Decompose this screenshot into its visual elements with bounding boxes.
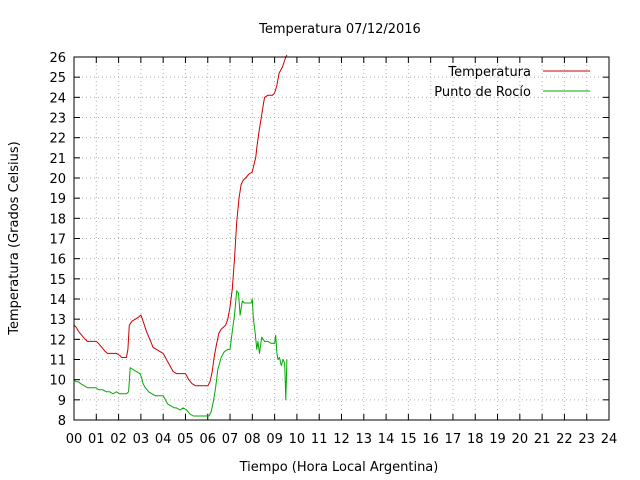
y-tick-label: 23 [49, 112, 66, 127]
x-tick-label: 18 [467, 432, 484, 447]
x-tick-label: 20 [512, 432, 529, 447]
x-tick-label: 21 [534, 432, 551, 447]
y-tick-label: 21 [49, 152, 66, 167]
grid [74, 57, 609, 420]
y-tick-label: 24 [49, 91, 66, 106]
legend: Temperatura Punto de Rocío [434, 65, 590, 100]
x-tick-label: 01 [88, 432, 105, 447]
series-layer [73, 54, 288, 417]
y-tick-label: 20 [49, 172, 66, 187]
y-axis-label: Temperatura (Grados Celsius) [7, 141, 22, 335]
y-tick-label: 14 [49, 293, 66, 308]
chart-title: Temperatura 07/12/2016 [258, 22, 421, 37]
x-tick-label: 14 [378, 432, 395, 447]
plot-border [73, 56, 610, 421]
x-tick-label: 06 [199, 432, 216, 447]
y-tick-label: 25 [49, 71, 66, 86]
y-tick-label: 12 [49, 333, 66, 348]
series-line-temperatura [73, 54, 288, 387]
y-tick-label: 15 [49, 273, 66, 288]
x-tick-label: 07 [222, 432, 239, 447]
x-tick-label: 16 [422, 432, 439, 447]
y-tick-label: 16 [49, 253, 66, 268]
x-tick-label: 08 [244, 432, 261, 447]
x-tick-label: 00 [66, 432, 83, 447]
x-tick-label: 19 [489, 432, 506, 447]
x-tick-label: 09 [266, 432, 283, 447]
x-tick-label: 10 [289, 432, 306, 447]
y-tick-label: 22 [49, 132, 66, 147]
y-tick-label: 26 [49, 51, 66, 66]
y-tick-label: 9 [58, 394, 66, 409]
x-tick-label: 12 [333, 432, 350, 447]
x-tick-label: 03 [133, 432, 150, 447]
x-tick-label: 04 [155, 432, 172, 447]
x-tick-label: 11 [311, 432, 328, 447]
x-tick-label: 24 [601, 432, 618, 447]
legend-label: Temperatura [447, 65, 531, 80]
x-tick-label: 23 [578, 432, 595, 447]
x-tick-label: 22 [556, 432, 573, 447]
y-tick-label: 13 [49, 313, 66, 328]
y-tick-label: 8 [58, 414, 66, 429]
x-tick-label: 05 [177, 432, 194, 447]
y-axis-ticks: 8 9 10 11 12 13 14 15 16 17 18 19 20 21 22 23 24 25 26 [49, 51, 609, 429]
y-tick-label: 11 [49, 354, 66, 369]
y-tick-label: 10 [49, 374, 66, 389]
y-tick-label: 19 [49, 192, 66, 207]
y-tick-label: 18 [49, 212, 66, 227]
legend-label: Punto de Rocío [434, 85, 531, 100]
x-axis-ticks: 00 01 02 03 04 05 06 07 08 09 10 11 12 13 14 15 16 17 18 19… [66, 57, 618, 447]
x-axis-label: Tiempo (Hora Local Argentina) [239, 460, 439, 475]
x-tick-label: 17 [445, 432, 462, 447]
series-line-punto-de-rocio [73, 290, 288, 417]
x-tick-label: 15 [400, 432, 417, 447]
x-tick-label: 13 [356, 432, 373, 447]
x-tick-label: 02 [110, 432, 127, 447]
y-tick-label: 17 [49, 233, 66, 248]
